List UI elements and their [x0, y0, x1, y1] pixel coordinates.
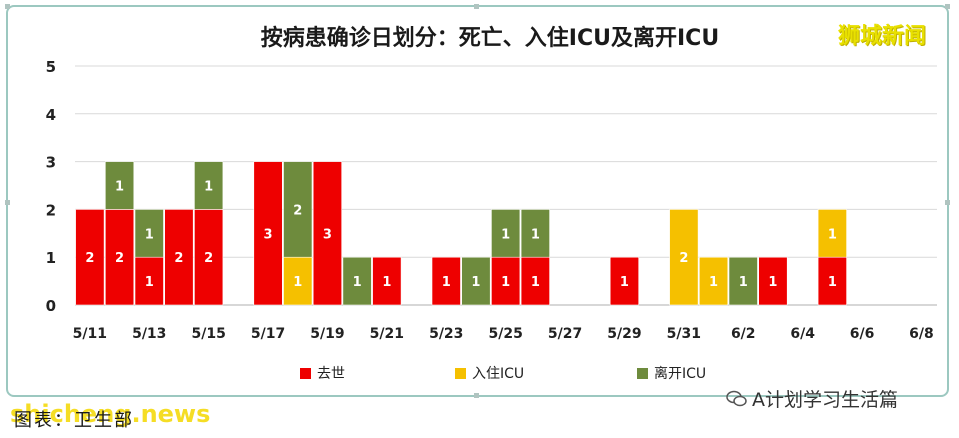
x-tick-label: 6/4 — [790, 326, 815, 342]
data-label: 1 — [293, 275, 302, 290]
y-tick-label: 1 — [46, 249, 56, 267]
legend-label: 去世 — [317, 366, 345, 382]
x-tick-label: 6/6 — [850, 326, 875, 342]
x-tick-label: 5/23 — [429, 326, 463, 342]
bar-segment — [164, 209, 194, 306]
data-label: 1 — [531, 275, 540, 290]
bar-segment — [105, 161, 135, 210]
legend-swatch — [300, 367, 311, 379]
data-label: 2 — [85, 251, 94, 266]
legend-swatch — [455, 367, 466, 379]
data-label: 1 — [145, 275, 154, 290]
legend-label: 离开ICU — [654, 366, 707, 382]
bar-segment — [134, 209, 164, 258]
legend-item: 入住ICU — [455, 363, 524, 383]
bar-segment — [461, 256, 491, 306]
wechat-watermark: A计划学习生活篇 — [726, 385, 898, 412]
legend-swatch — [637, 367, 648, 379]
bar-segment — [194, 161, 224, 210]
wechat-icon — [726, 390, 748, 408]
bar-segment — [75, 209, 105, 306]
bar-segment — [758, 256, 788, 306]
bar-segment — [491, 256, 521, 306]
bar-segment — [312, 161, 343, 306]
data-label: 2 — [204, 251, 213, 266]
data-label: 1 — [145, 227, 154, 242]
bar-segment — [817, 209, 847, 258]
x-tick-label: 5/11 — [73, 326, 107, 342]
source-caption: 图表：卫生部 — [14, 410, 134, 431]
y-tick-label: 0 — [46, 297, 56, 315]
data-label: 1 — [501, 227, 510, 242]
data-label: 1 — [353, 275, 362, 290]
bar-segment — [283, 256, 313, 306]
legend-item: 去世 — [300, 363, 345, 383]
data-label: 1 — [471, 275, 480, 290]
bar-segment — [609, 256, 640, 306]
data-label: 1 — [382, 275, 391, 290]
x-tick-label: 5/29 — [607, 326, 641, 342]
data-label: 1 — [828, 275, 837, 290]
bar-segment — [491, 209, 521, 258]
bar-segment — [520, 256, 550, 306]
y-tick-label: 5 — [46, 58, 56, 76]
data-label: 1 — [442, 275, 451, 290]
x-tick-label: 5/15 — [191, 326, 225, 342]
data-label: 3 — [323, 227, 332, 242]
legend-label: 入住ICU — [472, 366, 525, 382]
bar-segment — [728, 256, 758, 306]
data-label: 1 — [768, 275, 777, 290]
bar-segment — [669, 209, 699, 306]
x-tick-label: 6/8 — [909, 326, 934, 342]
x-tick-label: 5/27 — [548, 326, 582, 342]
x-tick-label: 6/2 — [731, 326, 756, 342]
data-label: 1 — [620, 275, 629, 290]
data-label: 2 — [115, 251, 124, 266]
data-label: 1 — [115, 180, 124, 195]
resize-handle-left[interactable] — [5, 200, 10, 205]
resize-handle-top-left[interactable] — [5, 4, 10, 9]
data-label: 2 — [293, 203, 302, 218]
data-label: 1 — [531, 227, 540, 242]
x-tick-label: 5/25 — [488, 326, 522, 342]
bar-segment — [342, 256, 372, 306]
resize-handle-right[interactable] — [945, 200, 950, 205]
x-tick-label: 5/31 — [667, 326, 701, 342]
bar-segment — [253, 161, 283, 306]
data-label: 3 — [264, 227, 273, 242]
site-watermark: shicheng.news — [10, 400, 211, 428]
y-tick-label: 4 — [46, 106, 56, 124]
x-tick-label: 5/19 — [310, 326, 344, 342]
bar-segment — [194, 209, 224, 306]
data-label: 2 — [174, 251, 183, 266]
legend-item: 离开ICU — [637, 363, 706, 383]
data-label: 1 — [828, 227, 837, 242]
data-label: 1 — [739, 275, 748, 290]
x-tick-label: 5/13 — [132, 326, 166, 342]
top-right-watermark: 狮城新闻 — [838, 24, 927, 49]
data-label: 1 — [204, 180, 213, 195]
x-tick-label: 5/21 — [370, 326, 404, 342]
bar-segment — [431, 256, 461, 306]
resize-handle-top-right[interactable] — [945, 4, 950, 9]
bar-segment — [520, 209, 550, 258]
chart-frame — [5, 4, 950, 398]
x-tick-label: 5/17 — [251, 326, 285, 342]
bar-segment — [698, 256, 729, 306]
bar-segment — [283, 161, 313, 258]
data-label: 2 — [679, 251, 688, 266]
resize-handle-bottom[interactable] — [474, 393, 479, 398]
bar-segment — [134, 256, 164, 306]
bar-segment — [372, 256, 402, 306]
y-tick-label: 2 — [46, 201, 56, 219]
chart-title: 按病患确诊日划分：死亡、入住ICU及离开ICU — [260, 26, 720, 51]
data-label: 1 — [709, 275, 718, 290]
data-label: 1 — [501, 275, 510, 290]
y-tick-label: 3 — [46, 154, 56, 172]
resize-handle-top[interactable] — [474, 4, 479, 9]
wechat-account-name: A计划学习生活篇 — [752, 389, 898, 411]
